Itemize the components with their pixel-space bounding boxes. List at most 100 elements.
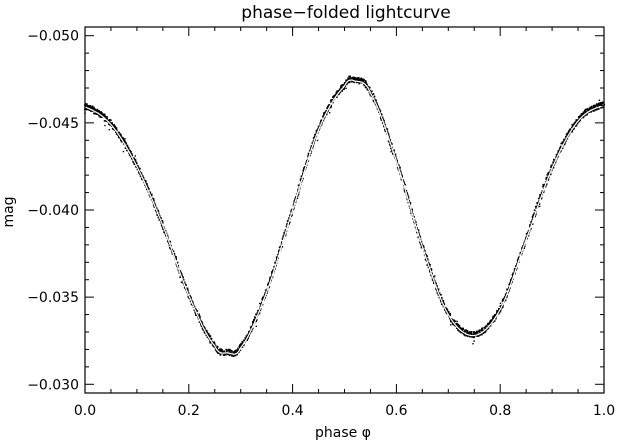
data-point [88, 109, 91, 111]
data-point [200, 325, 203, 327]
data-point [463, 333, 466, 335]
data-point [310, 145, 313, 147]
data-point [324, 111, 326, 114]
data-point [302, 169, 305, 172]
data-point [154, 203, 156, 206]
data-point [127, 146, 129, 149]
data-point [594, 105, 597, 107]
data-point [588, 107, 591, 110]
data-point [323, 113, 325, 115]
data-point [347, 81, 350, 84]
data-point [179, 276, 182, 278]
data-point [426, 263, 429, 266]
data-point [180, 272, 183, 274]
data-point [156, 214, 158, 216]
data-point [145, 180, 147, 182]
data-point [88, 106, 91, 109]
data-point [198, 321, 201, 323]
data-point [449, 312, 451, 315]
data-point [109, 118, 111, 121]
data-point [134, 158, 137, 161]
data-point [130, 153, 133, 155]
data-point [551, 165, 553, 167]
data-point [129, 150, 132, 152]
data-point [358, 82, 360, 85]
data-point [493, 315, 496, 317]
data-point [296, 197, 299, 200]
data-point [213, 343, 216, 345]
data-point [187, 292, 190, 294]
data-point [111, 123, 114, 126]
data-point [131, 157, 133, 160]
data-point [205, 329, 208, 332]
data-point [361, 78, 364, 81]
data-point [250, 326, 253, 329]
data-point [191, 301, 194, 303]
data-point [595, 108, 598, 111]
data-point [504, 299, 507, 301]
data-point [564, 135, 567, 138]
data-point [91, 107, 94, 110]
data-point [597, 108, 599, 110]
x-tick-label: 0.6 [385, 403, 407, 419]
data-point [247, 337, 250, 340]
chart-title: phase−folded lightcurve [241, 3, 450, 23]
data-point [258, 312, 261, 314]
data-point [446, 312, 448, 315]
data-point [364, 86, 367, 89]
data-point [285, 225, 288, 228]
data-point [480, 329, 482, 332]
data-point [261, 303, 264, 306]
data-point [94, 112, 97, 115]
data-point [349, 75, 352, 78]
data-point [545, 178, 547, 180]
outlier-point [473, 340, 475, 342]
data-point [239, 343, 242, 346]
data-point [218, 350, 221, 352]
data-point [232, 351, 234, 353]
data-point [465, 329, 467, 331]
data-point [281, 241, 283, 243]
data-point [468, 333, 471, 336]
data-point [137, 165, 139, 167]
data-point [514, 265, 517, 267]
data-point [173, 254, 176, 256]
data-point [470, 331, 473, 333]
data-point [181, 273, 183, 276]
data-point [433, 279, 436, 282]
data-point [452, 323, 455, 326]
data-point [312, 137, 315, 139]
data-point [503, 296, 506, 298]
data-point [333, 96, 336, 99]
data-point [148, 188, 150, 190]
data-point [206, 331, 209, 334]
data-point [290, 215, 293, 218]
data-point [126, 149, 128, 152]
data-point [256, 312, 259, 314]
data-point [453, 321, 455, 323]
data-point [548, 171, 550, 174]
data-point [226, 349, 229, 352]
data-point [376, 103, 378, 106]
data-point [320, 124, 323, 126]
data-point [202, 324, 204, 327]
outlier-point [456, 320, 458, 323]
data-point [474, 332, 477, 335]
data-point [223, 350, 226, 353]
data-point [252, 320, 255, 322]
data-point [479, 331, 481, 334]
data-point [119, 133, 122, 135]
data-point [375, 99, 377, 102]
data-point [403, 181, 405, 183]
data-point [394, 155, 397, 157]
data-point [328, 103, 331, 106]
data-point [244, 337, 247, 339]
data-point [101, 112, 103, 114]
data-point [236, 353, 238, 356]
data-point [443, 303, 446, 305]
data-point [545, 183, 548, 185]
data-point [242, 339, 245, 342]
data-point [527, 234, 530, 237]
data-point [227, 349, 230, 352]
data-point [458, 330, 460, 332]
